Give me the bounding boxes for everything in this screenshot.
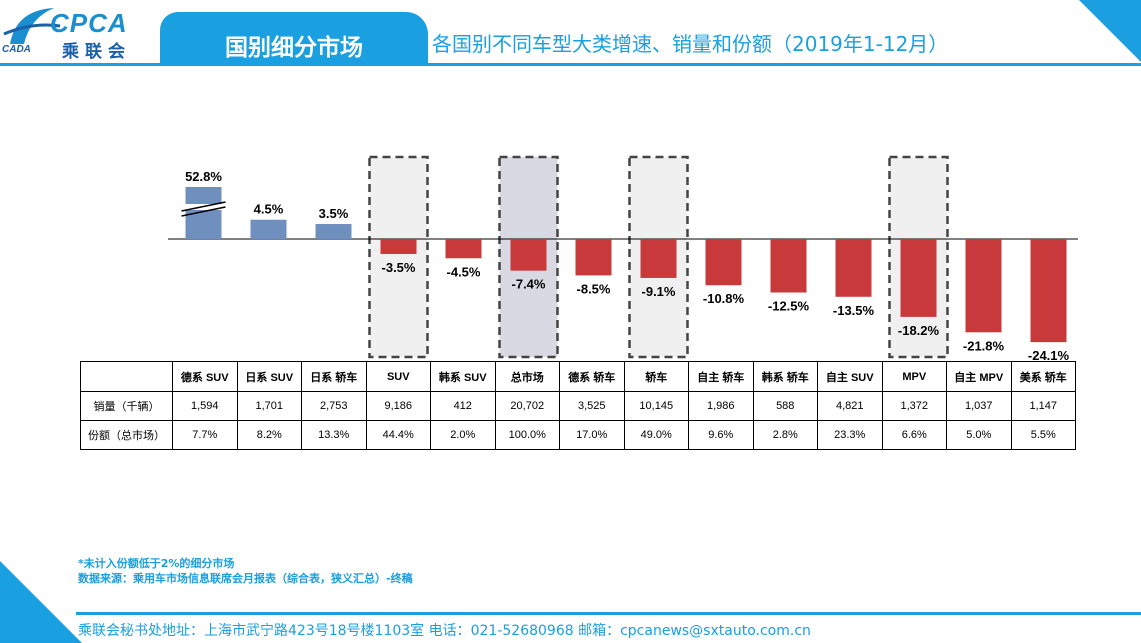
table-cell: 44.4% <box>365 420 431 450</box>
logo-sub: CADA <box>2 44 31 55</box>
table-cell: 2.0% <box>430 420 496 450</box>
table-cell: 9,186 <box>365 391 431 421</box>
table-cell: 4,821 <box>817 391 883 421</box>
bar-日系 轿车 <box>315 224 352 239</box>
column-header: 自主 轿车 <box>688 361 754 392</box>
growth-bar-chart: 52.8% 4.5% 3.5% -3.5% -4.5% -7.4% -8.5% -9.1% -1… <box>168 155 1078 360</box>
table-cell: 10,145 <box>623 391 689 421</box>
table-cell: 1,701 <box>236 391 302 421</box>
table-cell: 5.0% <box>946 420 1012 450</box>
data-label: -21.8% <box>963 338 1005 353</box>
title-tab <box>160 12 428 64</box>
table-cell: 17.0% <box>559 420 625 450</box>
page-subtitle: 各国别不同车型大类增速、销量和份额（2019年1-12月） <box>432 32 949 56</box>
row-label: 销量（千辆） <box>80 391 173 421</box>
table-cell: 49.0% <box>623 420 689 450</box>
column-header: 日系 轿车 <box>301 361 367 392</box>
data-label: -24.1% <box>1028 348 1070 360</box>
column-header: 德系 SUV <box>172 361 238 392</box>
column-header: MPV <box>881 361 947 392</box>
cpca-logo <box>0 0 160 64</box>
table-cell: 1,147 <box>1010 391 1076 421</box>
table-cell: 8.2% <box>236 420 302 450</box>
bar-自主 轿车 <box>705 239 742 286</box>
table-cell: 20,702 <box>494 391 560 421</box>
table-cell: 2,753 <box>301 391 367 421</box>
axis-break-mark <box>181 201 226 212</box>
axis-break-mark <box>181 206 226 217</box>
row-label: 份额（总市场） <box>80 420 173 450</box>
bar-韩系 SUV <box>445 239 482 259</box>
table-cell: 5.5% <box>1010 420 1076 450</box>
data-label: -8.5% <box>577 281 611 296</box>
column-header: 美系 轿车 <box>1010 361 1076 392</box>
data-label: -9.1% <box>642 284 676 299</box>
footer-divider <box>76 612 1141 615</box>
header-divider <box>0 63 1141 66</box>
table-row: 份额（总市场） 7.7% 8.2% 13.3% 44.4% 2.0% 100.0% 17.0%… <box>80 420 1076 450</box>
table-cell: 1,037 <box>946 391 1012 421</box>
data-label: -7.4% <box>512 277 546 292</box>
table-header-row: 德系 SUV 日系 SUV 日系 轿车 SUV 韩系 SUV 总市场 德系 轿车 轿车 自主 轿… <box>80 361 1076 392</box>
table-cell: 3,525 <box>559 391 625 421</box>
data-label: 4.5% <box>254 202 284 217</box>
bar-自主 SUV <box>835 239 872 297</box>
footnote: *未计入份额低于2%的细分市场 <box>78 557 235 570</box>
bar-自主 MPV <box>965 239 1002 333</box>
column-header: 德系 轿车 <box>559 361 625 392</box>
table-cell: 412 <box>430 391 496 421</box>
table-cell: 1,986 <box>688 391 754 421</box>
data-label: -12.5% <box>768 299 810 314</box>
table-cell: 588 <box>752 391 818 421</box>
logo-swoosh-icon <box>3 8 61 44</box>
table-cell: 6.6% <box>881 420 947 450</box>
logo-chinese: 乘联会 <box>62 42 131 62</box>
data-table: 德系 SUV 日系 SUV 日系 轿车 SUV 韩系 SUV 总市场 德系 轿车 轿车 自主 轿… <box>80 361 1076 450</box>
bar-德系 轿车 <box>575 239 612 276</box>
header-corner-cell <box>80 361 173 392</box>
column-header: 自主 SUV <box>817 361 883 392</box>
footer-contact: 乘联会秘书处地址：上海市武宁路423号18号楼1103室 电话：021-5268… <box>78 623 811 639</box>
data-label: -18.2% <box>898 323 940 338</box>
column-header: SUV <box>365 361 431 392</box>
table-cell: 7.7% <box>172 420 238 450</box>
column-header: 韩系 轿车 <box>752 361 818 392</box>
bar-韩系 轿车 <box>770 239 807 293</box>
bar-SUV <box>380 239 417 254</box>
bar-日系 SUV <box>250 219 287 239</box>
corner-decoration-bottom <box>0 561 82 643</box>
bar-美系 轿车 <box>1030 239 1067 343</box>
page-title: 国别细分市场 <box>225 35 363 61</box>
data-label: 3.5% <box>319 206 349 221</box>
table-cell: 13.3% <box>301 420 367 450</box>
column-header: 轿车 <box>623 361 689 392</box>
table-cell: 23.3% <box>817 420 883 450</box>
data-label: -4.5% <box>447 264 481 279</box>
column-header: 自主 MPV <box>946 361 1012 392</box>
table-cell: 1,372 <box>881 391 947 421</box>
bar-德系 SUV <box>185 187 222 239</box>
table-cell: 2.8% <box>752 420 818 450</box>
data-label: -13.5% <box>833 303 875 318</box>
bar-轿车 <box>640 239 677 278</box>
table-cell: 1,594 <box>172 391 238 421</box>
bar-MPV <box>900 239 937 317</box>
table-cell: 100.0% <box>494 420 560 450</box>
bar-总市场 <box>510 239 547 271</box>
data-label: 52.8% <box>185 169 222 184</box>
data-label: -3.5% <box>382 260 416 275</box>
data-label: -10.8% <box>703 291 745 306</box>
table-row: 销量（千辆） 1,594 1,701 2,753 9,186 412 20,702 3,525… <box>80 391 1076 421</box>
column-header: 韩系 SUV <box>430 361 496 392</box>
table-cell: 9.6% <box>688 420 754 450</box>
corner-decoration <box>1079 0 1141 62</box>
column-header: 总市场 <box>494 361 560 392</box>
column-header: 日系 SUV <box>236 361 302 392</box>
highlight-box <box>368 155 429 359</box>
data-source: 数据来源：乘用车市场信息联席会月报表（综合表，狭义汇总）-终稿 <box>78 572 413 585</box>
logo-text: CPCA <box>50 8 128 38</box>
